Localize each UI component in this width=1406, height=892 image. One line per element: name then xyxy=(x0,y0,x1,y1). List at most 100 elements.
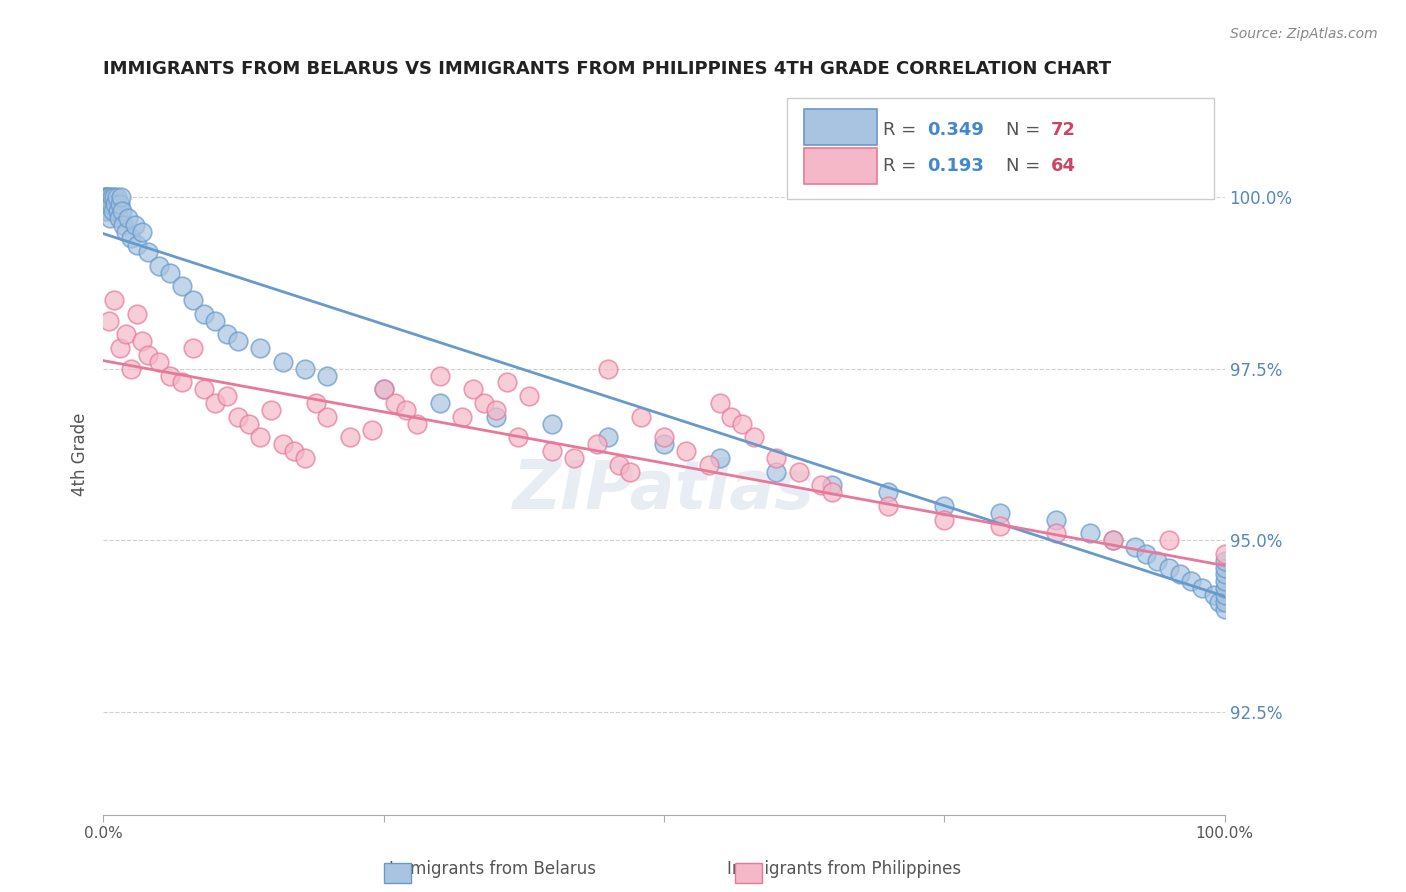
Point xyxy=(596,361,619,376)
Point xyxy=(619,465,641,479)
Point xyxy=(709,396,731,410)
Point xyxy=(97,190,120,204)
Text: Immigrants from Philippines: Immigrants from Philippines xyxy=(727,860,960,878)
Point xyxy=(1213,588,1236,602)
Point xyxy=(1213,574,1236,589)
Point xyxy=(94,197,117,211)
Point xyxy=(373,382,395,396)
Point xyxy=(877,499,900,513)
Point xyxy=(1202,588,1225,602)
Point xyxy=(226,334,249,349)
Point xyxy=(94,190,117,204)
Point xyxy=(652,430,675,444)
Point xyxy=(124,218,146,232)
Point xyxy=(496,376,519,390)
Point xyxy=(720,409,742,424)
Point xyxy=(111,204,134,219)
Point xyxy=(108,211,131,225)
Point xyxy=(406,417,429,431)
Point xyxy=(226,409,249,424)
Point xyxy=(1157,560,1180,574)
Point xyxy=(260,403,283,417)
Text: N =: N = xyxy=(1007,121,1046,139)
Text: R =: R = xyxy=(883,158,922,176)
Point xyxy=(94,190,117,204)
Point xyxy=(384,396,406,410)
Point xyxy=(1191,581,1213,595)
Point xyxy=(1213,601,1236,615)
Point xyxy=(463,382,485,396)
Point xyxy=(821,485,844,500)
Point xyxy=(112,218,135,232)
Point xyxy=(585,437,607,451)
Point xyxy=(990,506,1012,520)
Point xyxy=(97,314,120,328)
Y-axis label: 4th Grade: 4th Grade xyxy=(72,413,89,496)
Point xyxy=(934,513,956,527)
Point xyxy=(93,204,115,219)
Point xyxy=(1123,540,1146,554)
Text: Source: ZipAtlas.com: Source: ZipAtlas.com xyxy=(1230,27,1378,41)
Point xyxy=(697,458,720,472)
FancyBboxPatch shape xyxy=(804,148,877,185)
Point xyxy=(170,279,193,293)
Point xyxy=(474,396,496,410)
Point xyxy=(215,389,238,403)
Point xyxy=(607,458,630,472)
Point xyxy=(373,382,395,396)
Point xyxy=(1180,574,1202,589)
Point xyxy=(316,368,339,383)
Point xyxy=(100,197,122,211)
Point xyxy=(108,341,131,355)
Text: 72: 72 xyxy=(1050,121,1076,139)
Point xyxy=(709,450,731,465)
Point xyxy=(1168,567,1191,582)
Point xyxy=(1045,526,1067,541)
Point xyxy=(96,190,118,204)
Point xyxy=(110,190,132,204)
Point xyxy=(117,211,139,225)
Point xyxy=(1208,595,1230,609)
Point xyxy=(877,485,900,500)
Point xyxy=(136,245,159,260)
Point xyxy=(283,444,305,458)
Point xyxy=(429,396,451,410)
Point xyxy=(1213,581,1236,595)
Point xyxy=(107,204,129,219)
Point xyxy=(238,417,260,431)
Point xyxy=(148,259,170,273)
Point xyxy=(1213,567,1236,582)
Point xyxy=(159,368,181,383)
Point xyxy=(103,293,125,308)
Point xyxy=(96,204,118,219)
Point xyxy=(181,293,204,308)
Point xyxy=(630,409,652,424)
Point xyxy=(114,327,136,342)
Point xyxy=(742,430,765,444)
Point xyxy=(125,307,148,321)
Point xyxy=(1101,533,1123,548)
Text: ZIPatlas: ZIPatlas xyxy=(513,458,815,524)
Point xyxy=(120,361,142,376)
Point xyxy=(103,190,125,204)
Point xyxy=(451,409,474,424)
Point xyxy=(136,348,159,362)
Point xyxy=(131,334,153,349)
Point xyxy=(104,197,127,211)
Point xyxy=(114,225,136,239)
Point xyxy=(105,190,128,204)
Point xyxy=(98,211,121,225)
Point xyxy=(517,389,540,403)
Point xyxy=(204,314,226,328)
Point xyxy=(540,417,562,431)
Point xyxy=(1045,513,1067,527)
Point xyxy=(540,444,562,458)
Point xyxy=(103,204,125,219)
Point xyxy=(1213,595,1236,609)
Point xyxy=(294,450,316,465)
Text: 0.349: 0.349 xyxy=(928,121,984,139)
Point xyxy=(562,450,585,465)
Text: 64: 64 xyxy=(1050,158,1076,176)
Text: R =: R = xyxy=(883,121,922,139)
Point xyxy=(821,478,844,492)
